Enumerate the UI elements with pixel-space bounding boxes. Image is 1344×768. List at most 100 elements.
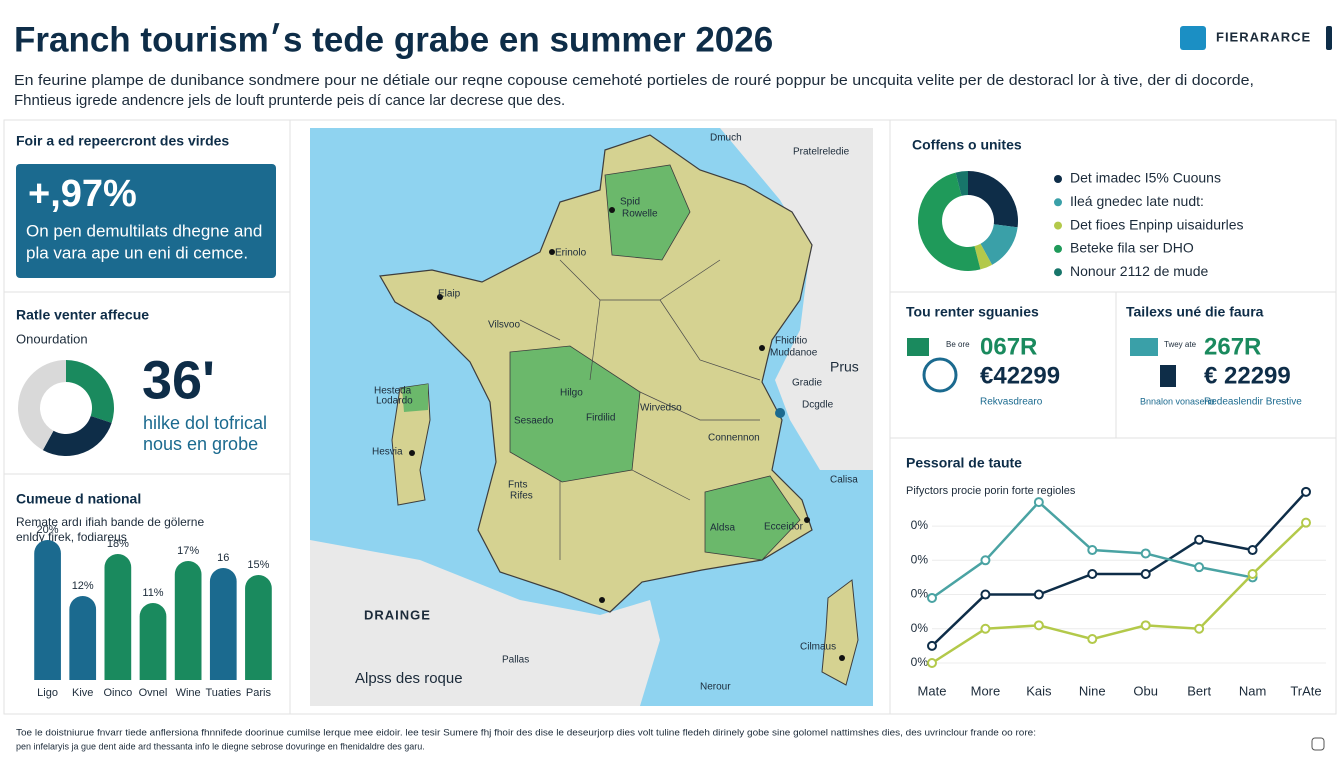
- map-label: DRAINGE: [364, 607, 431, 622]
- map-label: Pratelreledie: [793, 147, 850, 158]
- corsica: [821, 579, 859, 686]
- legend-marker: [1054, 268, 1062, 277]
- y-tick-label: 0%: [911, 655, 929, 669]
- logo-icon: [1180, 26, 1206, 50]
- line-subtitle: Pifyctors procie porin forte regioles: [906, 485, 1076, 497]
- point: [1140, 620, 1151, 631]
- map-label: Vilsvoo: [488, 320, 520, 331]
- point: [1301, 486, 1311, 497]
- value-label: 16: [217, 552, 229, 564]
- line-title: Pessoral de taute: [906, 455, 1022, 471]
- city: [839, 655, 845, 661]
- map-label: Aldsa: [710, 523, 735, 534]
- point: [1087, 634, 1098, 645]
- map-label: Muddanoe: [770, 348, 818, 359]
- map-label: Sesaedo: [514, 416, 554, 427]
- x-tick-label: Kais: [1026, 683, 1052, 698]
- card-icon: [922, 357, 958, 393]
- donut-slice: [66, 360, 114, 423]
- map-label: Prus: [830, 359, 859, 375]
- city: [549, 249, 555, 255]
- logo: FIERARARCE: [1216, 29, 1311, 44]
- kpi-heading: Foir a ed repeercront des virdes: [16, 133, 229, 149]
- point: [1033, 589, 1044, 600]
- map-label: Firdilid: [586, 413, 615, 424]
- point: [980, 589, 991, 600]
- panel: [889, 437, 1337, 715]
- map-label: Connennon: [708, 433, 760, 444]
- bar: [174, 561, 202, 680]
- bar: [209, 568, 237, 680]
- map-label: Alpss des roque: [355, 670, 463, 687]
- value-label: 15%: [247, 559, 269, 571]
- x-tick-label: Obu: [1133, 683, 1158, 698]
- city: [409, 450, 415, 456]
- x-tick-label: Nam: [1239, 683, 1266, 698]
- region: [402, 384, 428, 412]
- point: [927, 658, 937, 668]
- donut-slice: [42, 416, 112, 456]
- point: [1140, 569, 1151, 579]
- map-label: Gradie: [792, 378, 822, 389]
- card-icon-text: Twey ate: [1164, 340, 1197, 349]
- x-tick-label: TrAte: [1290, 683, 1321, 698]
- point: [927, 592, 937, 603]
- card-note: Bnnalon vonaseno: [1140, 396, 1215, 406]
- card-icon: [907, 338, 929, 356]
- point: [1033, 620, 1044, 631]
- point: [1087, 569, 1098, 579]
- land: [310, 540, 660, 706]
- kpi-box: [16, 164, 276, 278]
- legend-marker: [1054, 198, 1062, 207]
- map-label: Cilmaus: [800, 642, 836, 653]
- map-label: Fhiditio: [775, 336, 808, 347]
- menu[interactable]: [1326, 26, 1332, 50]
- subtitle: Fhntieus igrede andencre jels de louft p…: [14, 92, 565, 109]
- legend-marker: [1054, 221, 1062, 230]
- kpi-text: pla vara ape un eni di cemce.: [26, 243, 248, 262]
- legend-label: Nonour 2112 de mude: [1070, 263, 1208, 279]
- card-amount: € 22299: [1204, 362, 1291, 389]
- bar: [245, 575, 272, 680]
- donut-slice: [955, 171, 968, 196]
- footer: Toe le doistniurue fnvarr tiede anflersi…: [16, 727, 1036, 737]
- point: [980, 623, 991, 634]
- region: [604, 164, 691, 261]
- point: [980, 555, 991, 566]
- city: [609, 207, 615, 213]
- map-label: Dcgdle: [802, 400, 834, 411]
- point: [1194, 534, 1205, 545]
- card-icon: [1160, 365, 1176, 387]
- city: [804, 517, 810, 523]
- icon[interactable]: [1311, 737, 1325, 751]
- point: [1087, 545, 1098, 556]
- bar: [139, 603, 167, 680]
- subtitle: En feurine plampe de dunibance sondmere …: [14, 72, 1254, 89]
- card-value: 267R: [1204, 333, 1261, 360]
- x-tick-label: Ligo: [37, 687, 58, 699]
- city: [437, 294, 443, 300]
- x-tick-label: Ovnel: [139, 687, 168, 699]
- point: [1247, 569, 1258, 579]
- map-label: Pallas: [502, 655, 529, 666]
- title: Franch tourism׳s tede grabe en summer 20…: [14, 20, 773, 59]
- bar-title: Cumeue d national: [16, 491, 141, 507]
- legend-label: Beteke fila ser DHO: [1070, 240, 1194, 256]
- map-label: Hesteda: [374, 386, 412, 397]
- x-tick-label: Oinco: [103, 687, 132, 699]
- x-tick-label: Paris: [246, 687, 272, 699]
- card-amount: €42299: [980, 362, 1060, 389]
- ratio-heading: Ratle venter affecue: [16, 307, 149, 323]
- map-label: Fnts: [508, 480, 527, 491]
- map-label: Rifes: [510, 491, 533, 502]
- y-tick-label: 0%: [911, 587, 929, 601]
- ratio-label: Onourdation: [16, 331, 88, 346]
- x-tick-label: Mate: [918, 683, 947, 698]
- map-label: Hesvia: [372, 447, 403, 458]
- bar: [34, 540, 61, 680]
- line: [931, 491, 1307, 647]
- bar: [69, 596, 97, 680]
- donut-title: Coffens o unites: [912, 137, 1022, 153]
- card-icon: [1130, 338, 1158, 356]
